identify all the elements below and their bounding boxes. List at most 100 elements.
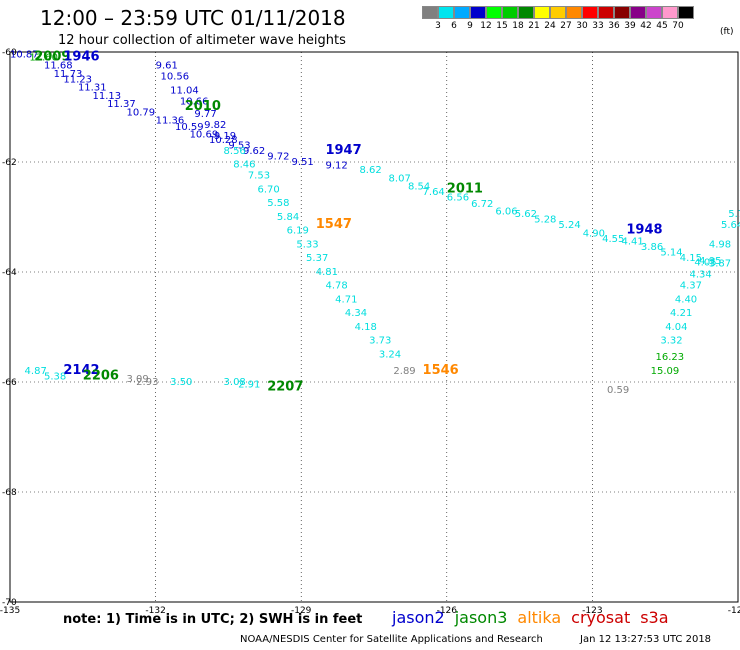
- legend-label: 24: [544, 21, 556, 31]
- legend-swatch: [678, 6, 694, 19]
- legend-units: (ft): [720, 27, 734, 37]
- wave-height-value: 4.34: [689, 270, 711, 281]
- wave-height-value: 4.21: [670, 308, 692, 319]
- legend-labels: 3 6 9 12 15 18 21 24 27 30 33 36 39 42 45 70: [422, 19, 694, 33]
- legend-swatch: [534, 6, 550, 19]
- map-grid: -135 -132 -129 -126 -123 -120 -60 -62 -64 -66 -68 -…: [0, 48, 740, 616]
- x-tick-label: -126: [437, 606, 458, 616]
- wave-height-value: 15.09: [651, 366, 680, 377]
- wave-height-value: 0.59: [607, 385, 629, 396]
- wave-height-value: 6.19: [287, 226, 309, 237]
- legend-swatch: [438, 6, 454, 19]
- satellite-name-cryosat: cryosat: [571, 608, 631, 627]
- wave-height-value: 10.69: [190, 129, 219, 140]
- wave-height-value: 3.32: [660, 336, 682, 347]
- wave-height-value: 4.90: [583, 228, 605, 239]
- wave-height-value: 4.81: [316, 267, 338, 278]
- pass-time-label: 2010: [185, 99, 221, 114]
- wave-height-value: 10.66: [180, 96, 209, 107]
- wave-height-value: 5.7: [728, 209, 740, 220]
- pass-time-label: 1547: [316, 217, 352, 232]
- wave-height-value: 3.50: [170, 377, 192, 388]
- legend-swatch: [598, 6, 614, 19]
- wave-height-value: 4.15: [680, 253, 702, 264]
- legend-label: 39: [624, 21, 636, 31]
- y-tick-label: -64: [2, 268, 17, 278]
- wave-height-value: 9.77: [194, 109, 216, 120]
- wave-height-value: 11.73: [54, 69, 83, 80]
- satellite-name-altika: altika: [517, 608, 562, 627]
- legend-swatch: [662, 6, 678, 19]
- wave-height-value: 10.56: [160, 72, 189, 83]
- satellite-legend: jason2 jason3 altika cryosat s3a: [392, 608, 679, 627]
- satellite-tracks: 10.8712.6011.6811.7311.2311.3111.1311.37…: [10, 50, 740, 397]
- wave-height-value: 3.87: [709, 259, 731, 270]
- wave-height-value: 5.24: [558, 220, 580, 231]
- legend-swatch: [470, 6, 486, 19]
- wave-height-value: 2.93: [136, 377, 158, 388]
- wave-height-value: 4.37: [680, 281, 702, 292]
- legend-label: 6: [451, 21, 457, 31]
- y-tick-label: -68: [2, 488, 17, 498]
- legend-swatch: [566, 6, 582, 19]
- satellite-name-jason3: jason3: [454, 608, 508, 627]
- wave-height-value: 10.87: [10, 50, 39, 61]
- wave-height-value: 6.72: [471, 199, 493, 210]
- wave-height-value: 11.36: [156, 116, 185, 127]
- x-tick-label: -123: [582, 606, 602, 616]
- wave-height-value: 4.05: [694, 257, 716, 268]
- legend-label: 30: [576, 21, 588, 31]
- wave-height-value: 4.98: [709, 239, 731, 250]
- page-title: 12:00 – 23:59 UTC 01/11/2018: [40, 6, 346, 30]
- wave-height-value: 11.04: [170, 85, 199, 96]
- pass-time-label: 2206: [83, 368, 119, 383]
- wave-height-value: 11.37: [107, 99, 136, 110]
- x-tick-label: -120: [728, 606, 740, 616]
- wave-height-value: 9.72: [267, 151, 289, 162]
- wave-height-value: 3.24: [379, 349, 401, 360]
- pass-time-label: 2009: [34, 49, 70, 64]
- legend-label: 70: [672, 21, 684, 31]
- wave-height-value: 6.06: [495, 206, 517, 217]
- wave-height-value: 10.28: [209, 135, 238, 146]
- wave-height-value: 11.13: [93, 91, 122, 102]
- wave-height-value: 9.62: [243, 146, 265, 157]
- wave-height-value: 3.09: [126, 374, 148, 385]
- wave-height-value: 4.18: [355, 322, 377, 333]
- wave-height-value: 8.54: [408, 182, 430, 193]
- wave-height-value: 11.31: [78, 83, 107, 94]
- wave-height-value: 4.87: [25, 366, 47, 377]
- wave-height-value: 5.33: [296, 239, 318, 250]
- wave-height-value: 2.89: [393, 366, 415, 377]
- legend-swatch: [454, 6, 470, 19]
- wave-height-value: 4.34: [345, 308, 367, 319]
- legend-swatch: [502, 6, 518, 19]
- wave-height-value: 9.53: [228, 140, 250, 151]
- credit-line: NOAA/NESDIS Center for Satellite Applica…: [240, 634, 543, 645]
- footer-note: note: 1) Time is in UTC; 2) SWH is in fe…: [63, 612, 363, 627]
- wave-height-value: 3.86: [641, 242, 663, 253]
- pass-time-label: 1947: [325, 143, 361, 158]
- wave-height-value: 4.78: [325, 281, 347, 292]
- legend-swatch: [422, 6, 438, 19]
- y-tick-label: -70: [2, 598, 17, 608]
- wave-height-value: 4.95: [699, 256, 721, 267]
- wave-height-value: 6.56: [447, 193, 469, 204]
- wave-height-value: 3.73: [369, 336, 391, 347]
- wave-height-value: 4.04: [665, 322, 687, 333]
- legend-label: 15: [496, 21, 508, 31]
- wave-height-value: 2.91: [238, 380, 260, 391]
- color-legend: 3 6 9 12 15 18 21 24 27 30 33 36 39 42 45 70 (ft): [422, 6, 734, 37]
- wave-height-value: 7.53: [248, 171, 270, 182]
- wave-height-value: 5.28: [534, 215, 556, 226]
- wave-height-value: 8.07: [389, 173, 411, 184]
- y-tick-label: -66: [2, 378, 17, 388]
- wave-height-value: 9.82: [204, 120, 226, 131]
- legend-label: 33: [592, 21, 604, 31]
- wave-height-value: 10.79: [126, 107, 155, 118]
- wave-height-value: 8.62: [359, 165, 381, 176]
- wave-height-value: 5.38: [44, 371, 66, 382]
- page-subtitle: 12 hour collection of altimeter wave hei…: [58, 33, 346, 48]
- pass-time-label: 1946: [63, 49, 99, 64]
- wave-height-value: 5.62: [515, 209, 537, 220]
